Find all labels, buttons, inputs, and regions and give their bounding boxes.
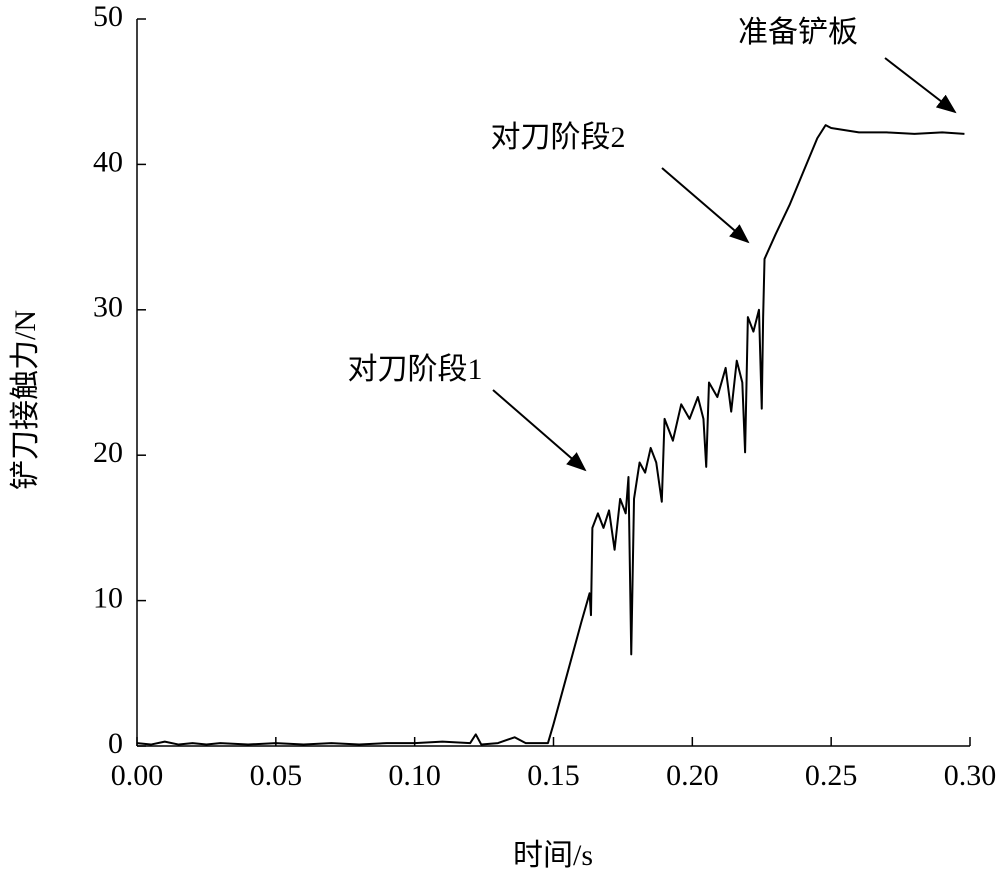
x-tick-label: 0.20 xyxy=(666,759,719,792)
x-tick-label: 0.10 xyxy=(388,759,441,792)
arrow xyxy=(884,57,957,114)
x-axis-label: 时间/s xyxy=(513,839,593,872)
annotation: 对刀阶段1 xyxy=(348,353,483,386)
x-tick-label: 0.30 xyxy=(944,759,997,792)
data-line xyxy=(136,124,965,746)
arrow xyxy=(492,389,587,472)
y-tick-label: 10 xyxy=(93,581,123,614)
y-tick-label: 30 xyxy=(93,291,123,324)
annotation: 对刀阶段2 xyxy=(491,121,626,154)
x-tick-label: 0.05 xyxy=(250,759,303,792)
arrow xyxy=(661,167,750,244)
y-tick-label: 20 xyxy=(93,436,123,469)
x-tick-label: 0.15 xyxy=(527,759,580,792)
annotation: 准备铲板 xyxy=(738,16,858,49)
y-tick-label: 40 xyxy=(93,145,123,178)
y-axis-label: 铲刀接触力/N xyxy=(9,310,42,490)
y-tick-label: 0 xyxy=(108,727,123,760)
x-tick-label: 0.00 xyxy=(111,759,164,792)
y-tick-label: 50 xyxy=(93,0,123,33)
x-tick-label: 0.25 xyxy=(805,759,858,792)
